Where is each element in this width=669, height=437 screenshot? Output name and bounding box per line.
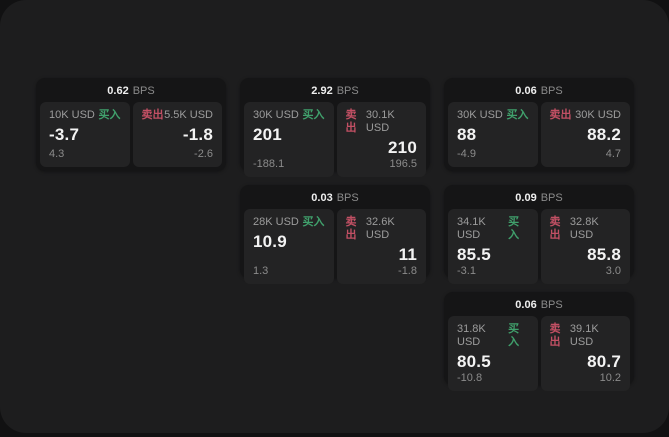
buy-tag: 买入 — [302, 109, 325, 121]
sell-amount: 32.8K USD — [569, 216, 599, 241]
sell-panel[interactable]: 卖出 39.1K USD 80.7 10.2 — [540, 316, 630, 391]
bps-value: 0.03 — [311, 192, 333, 204]
sell-price: 88.2 — [587, 125, 621, 144]
bps-unit-label: BPS — [336, 85, 359, 97]
sell-amount: 5.5K USD — [164, 109, 213, 121]
bps-unit-label: BPS — [336, 192, 359, 204]
sell-delta: 3.0 — [605, 265, 621, 277]
sell-price: 11 — [398, 245, 417, 264]
buy-tag: 买入 — [508, 323, 520, 348]
buy-price: 88 — [457, 125, 477, 144]
buy-amount: 31.8K USD — [457, 323, 486, 348]
buy-tag: 买入 — [302, 216, 325, 228]
buy-amount: 30K USD — [457, 109, 503, 121]
buy-amount: 30K USD — [253, 109, 299, 121]
sell-tag: 卖出 — [549, 216, 561, 241]
sell-panel[interactable]: 卖出 30K USD 88.2 4.7 — [540, 102, 630, 167]
sell-amount: 39.1K USD — [569, 323, 599, 348]
sell-price: 210 — [388, 138, 417, 157]
sell-delta: -2.6 — [194, 148, 213, 160]
bps-header: 0.03 BPS — [244, 189, 426, 208]
buy-delta: -3.1 — [457, 265, 476, 277]
buy-price: -3.7 — [49, 125, 80, 144]
sell-delta: -1.8 — [398, 265, 417, 277]
buy-panel[interactable]: 30K USD 买入 88 -4.9 — [448, 102, 538, 167]
buy-tag: 买入 — [508, 216, 520, 241]
sell-panel[interactable]: 卖出 30.1K USD 210 196.5 — [336, 102, 426, 177]
sell-price: 80.7 — [587, 352, 621, 371]
buy-panel[interactable]: 30K USD 买入 201 -188.1 — [244, 102, 334, 177]
buy-delta: 4.3 — [49, 148, 65, 160]
quote-card-6: 0.06 BPS 31.8K USD 买入 80.5 -10.8 卖出 39.1… — [444, 292, 634, 391]
buy-price: 201 — [253, 125, 282, 144]
quote-card-grid: 0.62 BPS 10K USD 买入 -3.7 4.3 卖出 5.5K USD — [36, 78, 634, 391]
sell-tag: 卖出 — [549, 109, 572, 121]
buy-tag: 买入 — [98, 109, 121, 121]
quote-card-1: 0.62 BPS 10K USD 买入 -3.7 4.3 卖出 5.5K USD — [36, 78, 226, 171]
bps-header: 2.92 BPS — [244, 82, 426, 101]
buy-panel[interactable]: 31.8K USD 买入 80.5 -10.8 — [448, 316, 538, 391]
bps-header: 0.06 BPS — [448, 82, 630, 101]
sell-panel[interactable]: 卖出 32.6K USD 11 -1.8 — [336, 209, 426, 284]
bps-header: 0.09 BPS — [448, 189, 630, 208]
buy-amount: 28K USD — [253, 216, 299, 228]
bps-unit-label: BPS — [540, 192, 563, 204]
bps-header: 0.62 BPS — [40, 82, 222, 101]
bps-header: 0.06 BPS — [448, 296, 630, 315]
bps-value: 0.09 — [515, 192, 537, 204]
bps-unit-label: BPS — [540, 85, 563, 97]
sell-price: 85.8 — [587, 245, 621, 264]
buy-amount: 34.1K USD — [457, 216, 486, 241]
bps-value: 0.62 — [107, 85, 129, 97]
buy-panel[interactable]: 28K USD 买入 10.9 1.3 — [244, 209, 334, 284]
quote-card-5: 0.09 BPS 34.1K USD 买入 85.5 -3.1 卖出 32.8K… — [444, 185, 634, 284]
sell-tag: 卖出 — [345, 216, 357, 241]
buy-price: 80.5 — [457, 352, 491, 371]
quote-card-2: 2.92 BPS 30K USD 买入 201 -188.1 卖出 30.1K … — [240, 78, 430, 177]
buy-price: 10.9 — [253, 232, 287, 251]
bps-value: 0.06 — [515, 85, 537, 97]
sell-price: -1.8 — [182, 125, 213, 144]
buy-panel[interactable]: 10K USD 买入 -3.7 4.3 — [40, 102, 130, 167]
buy-panel[interactable]: 34.1K USD 买入 85.5 -3.1 — [448, 209, 538, 284]
sell-delta: 4.7 — [605, 148, 621, 160]
sell-amount: 30K USD — [575, 109, 621, 121]
sell-delta: 10.2 — [599, 372, 621, 384]
buy-delta: -188.1 — [253, 158, 285, 170]
sell-tag: 卖出 — [345, 109, 357, 134]
sell-amount: 32.6K USD — [365, 216, 395, 241]
buy-delta: 1.3 — [253, 265, 269, 277]
buy-tag: 买入 — [506, 109, 529, 121]
quote-card-4: 0.03 BPS 28K USD 买入 10.9 1.3 卖出 32.6K US… — [240, 185, 430, 284]
bps-value: 2.92 — [311, 85, 333, 97]
buy-price: 85.5 — [457, 245, 491, 264]
sell-tag: 卖出 — [549, 323, 561, 348]
sell-amount: 30.1K USD — [365, 109, 395, 134]
sell-tag: 卖出 — [141, 109, 164, 121]
bps-value: 0.06 — [515, 299, 537, 311]
sell-panel[interactable]: 卖出 32.8K USD 85.8 3.0 — [540, 209, 630, 284]
bps-unit-label: BPS — [132, 85, 155, 97]
bps-unit-label: BPS — [540, 299, 563, 311]
quote-card-3: 0.06 BPS 30K USD 买入 88 -4.9 卖出 30K USD — [444, 78, 634, 171]
sell-delta: 196.5 — [389, 158, 417, 170]
sell-panel[interactable]: 卖出 5.5K USD -1.8 -2.6 — [132, 102, 222, 167]
buy-delta: -4.9 — [457, 148, 476, 160]
buy-delta: -10.8 — [457, 372, 483, 384]
buy-amount: 10K USD — [49, 109, 95, 121]
